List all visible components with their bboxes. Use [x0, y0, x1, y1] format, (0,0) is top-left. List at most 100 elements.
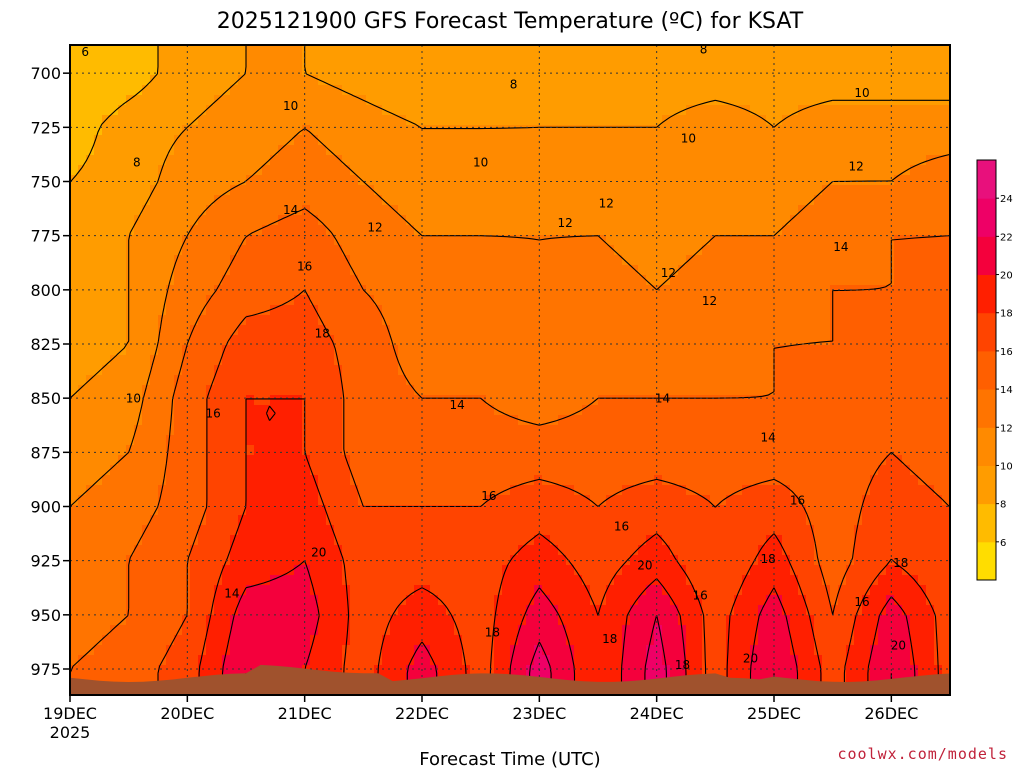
field-cell: [222, 375, 231, 386]
field-cell: [358, 235, 367, 246]
field-cell: [766, 255, 775, 266]
field-cell: [486, 235, 495, 246]
field-cell: [270, 235, 279, 246]
field-cell: [790, 255, 799, 266]
field-cell: [358, 245, 367, 256]
field-cell: [158, 465, 167, 476]
field-cell: [406, 415, 415, 426]
field-cell: [566, 455, 575, 466]
field-cell: [102, 255, 111, 266]
field-cell: [510, 305, 519, 316]
field-cell: [422, 305, 431, 316]
field-cell: [798, 465, 807, 476]
field-cell: [774, 105, 783, 116]
field-cell: [750, 395, 759, 406]
field-cell: [270, 45, 279, 56]
field-cell: [118, 125, 127, 136]
field-cell: [246, 335, 255, 346]
field-cell: [894, 365, 903, 376]
field-cell: [502, 145, 511, 156]
field-cell: [198, 355, 207, 366]
field-cell: [190, 65, 199, 76]
field-cell: [678, 455, 687, 466]
field-cell: [822, 225, 831, 236]
field-cell: [806, 155, 815, 166]
field-cell: [542, 55, 551, 66]
field-cell: [254, 495, 263, 506]
field-cell: [462, 185, 471, 196]
field-cell: [814, 465, 823, 476]
field-cell: [574, 175, 583, 186]
field-cell: [278, 325, 287, 336]
field-cell: [502, 115, 511, 126]
field-cell: [742, 435, 751, 446]
field-cell: [942, 445, 951, 456]
field-cell: [334, 375, 343, 386]
field-cell: [942, 315, 951, 326]
field-cell: [550, 185, 559, 196]
field-cell: [542, 225, 551, 236]
field-cell: [270, 455, 279, 466]
field-cell: [486, 85, 495, 96]
field-cell: [910, 175, 919, 186]
field-cell: [574, 195, 583, 206]
field-cell: [278, 445, 287, 456]
field-cell: [486, 275, 495, 286]
field-cell: [86, 225, 95, 236]
field-cell: [886, 275, 895, 286]
field-cell: [334, 345, 343, 356]
field-cell: [838, 345, 847, 356]
field-cell: [598, 445, 607, 456]
field-cell: [670, 485, 679, 496]
field-cell: [646, 75, 655, 86]
field-cell: [126, 175, 135, 186]
field-cell: [638, 165, 647, 176]
field-cell: [398, 375, 407, 386]
field-cell: [534, 395, 543, 406]
field-cell: [798, 215, 807, 226]
field-cell: [398, 175, 407, 186]
field-cell: [470, 235, 479, 246]
field-cell: [750, 165, 759, 176]
field-cell: [534, 165, 543, 176]
field-cell: [790, 445, 799, 456]
field-cell: [846, 55, 855, 66]
field-cell: [854, 265, 863, 276]
field-cell: [462, 445, 471, 456]
field-cell: [798, 245, 807, 256]
field-cell: [878, 385, 887, 396]
field-cell: [742, 445, 751, 456]
field-cell: [862, 275, 871, 286]
field-cell: [638, 245, 647, 256]
field-cell: [750, 445, 759, 456]
field-cell: [926, 75, 935, 86]
field-cell: [470, 285, 479, 296]
field-cell: [598, 255, 607, 266]
field-cell: [358, 165, 367, 176]
field-cell: [318, 165, 327, 176]
field-cell: [726, 75, 735, 86]
field-cell: [582, 475, 591, 486]
field-cell: [526, 125, 535, 136]
field-cell: [590, 145, 599, 156]
field-cell: [766, 45, 775, 56]
field-cell: [870, 405, 879, 416]
field-cell: [942, 325, 951, 336]
field-cell: [398, 355, 407, 366]
field-cell: [542, 275, 551, 286]
field-cell: [510, 85, 519, 96]
field-cell: [678, 55, 687, 66]
field-cell: [134, 495, 143, 506]
field-cell: [558, 345, 567, 356]
field-cell: [470, 485, 479, 496]
field-cell: [182, 275, 191, 286]
field-cell: [446, 195, 455, 206]
field-cell: [126, 445, 135, 456]
field-cell: [166, 325, 175, 336]
field-cell: [398, 165, 407, 176]
field-cell: [638, 405, 647, 416]
field-cell: [366, 375, 375, 386]
field-cell: [222, 85, 231, 96]
field-cell: [686, 445, 695, 456]
field-cell: [246, 65, 255, 76]
